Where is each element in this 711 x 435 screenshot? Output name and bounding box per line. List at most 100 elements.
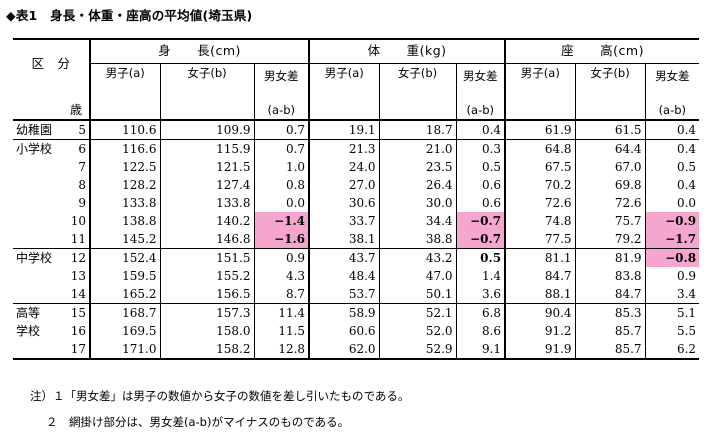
sitting-height-girls-cell: 79.2: [574, 230, 646, 249]
height-girls-cell: 156.5: [159, 285, 255, 304]
height-diff-cell: 0.7: [253, 119, 310, 140]
weight-girls-cell: 52.0: [378, 322, 457, 340]
sitting-height-group-header: 座 高(cm): [504, 38, 700, 64]
weight-diff-cell: 0.6: [455, 176, 506, 194]
height-boys-cell: 145.2: [89, 230, 161, 249]
table-row: 幼稚園 5 110.6 109.9 0.7 19.1 18.7 0.4 61.9 61.5 0.4: [13, 119, 700, 140]
sitting-girls-header: 女子(b): [574, 63, 646, 120]
sitting-height-diff-cell: 3.4: [644, 285, 700, 304]
weight-diff-cell: 9.1: [455, 340, 506, 360]
height-boys-cell: 138.8: [89, 212, 161, 230]
sitting-height-boys-cell: 61.9: [504, 119, 576, 140]
height-girls-cell: 133.8: [159, 194, 255, 212]
sitting-height-boys-cell: 74.8: [504, 212, 576, 230]
school-level-cell: 高等: [13, 303, 63, 322]
weight-diff-cell: 6.8: [455, 303, 506, 322]
weight-boys-cell: 38.1: [308, 230, 380, 249]
height-boys-cell: 122.5: [89, 158, 161, 176]
age-cell: 10: [70, 214, 87, 228]
age-cell: 7: [78, 160, 87, 174]
sitting-height-girls-cell: 72.6: [574, 194, 646, 212]
height-diff-cell: 0.8: [253, 176, 310, 194]
height-boys-cell: 171.0: [89, 340, 161, 360]
weight-diff-cell: 0.3: [455, 139, 506, 158]
weight-boys-cell: 21.3: [308, 139, 380, 158]
sitting-height-diff-cell: 0.9: [644, 267, 700, 285]
age-cell: 8: [78, 178, 87, 192]
height-boys-cell: 133.8: [89, 194, 161, 212]
weight-diff-formula: (a-b): [455, 88, 506, 120]
table-row: 8 128.2 127.4 0.8 27.0 26.4 0.6 70.2 69.8 0.4: [13, 176, 700, 194]
sitting-height-girls-cell: 81.9: [574, 248, 646, 267]
sitting-height-diff-cell: −0.8: [644, 248, 700, 267]
school-level-cell: [13, 267, 63, 285]
weight-girls-cell: 26.4: [378, 176, 457, 194]
height-diff-cell: 11.4: [253, 303, 310, 322]
weight-girls-cell: 50.1: [378, 285, 457, 304]
table-row: 11 145.2 146.8 −1.6 38.1 38.8 −0.7 77.5 79.2 −1.7: [13, 230, 700, 249]
sitting-height-girls-cell: 83.8: [574, 267, 646, 285]
table-row: 17 171.0 158.2 12.8 62.0 52.9 9.1 91.9 85.7 6.2: [13, 340, 700, 360]
weight-diff-cell: −0.7: [455, 230, 506, 249]
height-girls-cell: 157.3: [159, 303, 255, 322]
height-diff-cell: 12.8: [253, 340, 310, 360]
weight-diff-header: 男女差: [455, 63, 506, 88]
table-row: 小学校 6 116.6 115.9 0.7 21.3 21.0 0.3 64.8 64.4 0.4: [13, 139, 700, 158]
height-girls-cell: 158.2: [159, 340, 255, 360]
weight-boys-cell: 43.7: [308, 248, 380, 267]
footnote-2: ２ 網掛け部分は、男女差(a-b)がマイナスのものである。: [46, 415, 350, 429]
weight-girls-cell: 21.0: [378, 139, 457, 158]
weight-group-header: 体 重(kg): [308, 38, 506, 64]
height-boys-cell: 169.5: [89, 322, 161, 340]
weight-diff-cell: 0.6: [455, 194, 506, 212]
weight-diff-cell: 0.5: [455, 248, 506, 267]
kubun-label: 区 分: [13, 38, 91, 88]
sitting-height-boys-cell: 84.7: [504, 267, 576, 285]
weight-boys-cell: 27.0: [308, 176, 380, 194]
weight-girls-cell: 18.7: [378, 119, 457, 140]
height-diff-cell: 8.7: [253, 285, 310, 304]
age-cell: 16: [70, 324, 87, 338]
height-boys-cell: 168.7: [89, 303, 161, 322]
school-level-cell: [13, 285, 63, 304]
weight-boys-cell: 24.0: [308, 158, 380, 176]
sitting-diff-header: 男女差: [644, 63, 700, 88]
sitting-boys-header: 男子(a): [504, 63, 576, 120]
age-cell: 11: [70, 232, 87, 246]
weight-diff-cell: −0.7: [455, 212, 506, 230]
weight-diff-cell: 8.6: [455, 322, 506, 340]
school-level-cell: [13, 176, 63, 194]
weight-diff-cell: 3.6: [455, 285, 506, 304]
height-girls-cell: 155.2: [159, 267, 255, 285]
height-girls-cell: 140.2: [159, 212, 255, 230]
weight-boys-cell: 62.0: [308, 340, 380, 360]
school-level-cell: [13, 158, 63, 176]
sitting-height-boys-cell: 64.8: [504, 139, 576, 158]
table-row: 9 133.8 133.8 0.0 30.6 30.0 0.6 72.6 72.6 0.0: [13, 194, 700, 212]
height-diff-cell: −1.4: [253, 212, 310, 230]
sitting-height-girls-cell: 69.8: [574, 176, 646, 194]
sitting-height-girls-cell: 75.7: [574, 212, 646, 230]
age-cell: 5: [63, 119, 91, 140]
height-diff-formula: (a-b): [253, 88, 310, 120]
sitting-height-boys-cell: 91.2: [504, 322, 576, 340]
weight-girls-cell: 47.0: [378, 267, 457, 285]
height-diff-cell: −1.6: [253, 230, 310, 249]
weight-diff-cell: 0.5: [455, 158, 506, 176]
height-diff-cell: 0.7: [253, 139, 310, 158]
sitting-height-girls-cell: 85.7: [574, 340, 646, 360]
age-cell: 13: [70, 269, 87, 283]
height-girls-cell: 121.5: [159, 158, 255, 176]
age-cell: 9: [78, 196, 87, 210]
height-girls-cell: 115.9: [159, 139, 255, 158]
sitting-height-girls-cell: 67.0: [574, 158, 646, 176]
weight-girls-cell: 34.4: [378, 212, 457, 230]
sitting-height-diff-cell: −1.7: [644, 230, 700, 249]
height-boys-cell: 116.6: [89, 139, 161, 158]
school-level-cell: [13, 230, 63, 249]
sitting-height-boys-cell: 67.5: [504, 158, 576, 176]
height-boys-cell: 152.4: [89, 248, 161, 267]
school-level-cell: 幼稚園: [13, 119, 63, 140]
school-level-cell: [13, 340, 63, 360]
sitting-height-diff-cell: 0.5: [644, 158, 700, 176]
